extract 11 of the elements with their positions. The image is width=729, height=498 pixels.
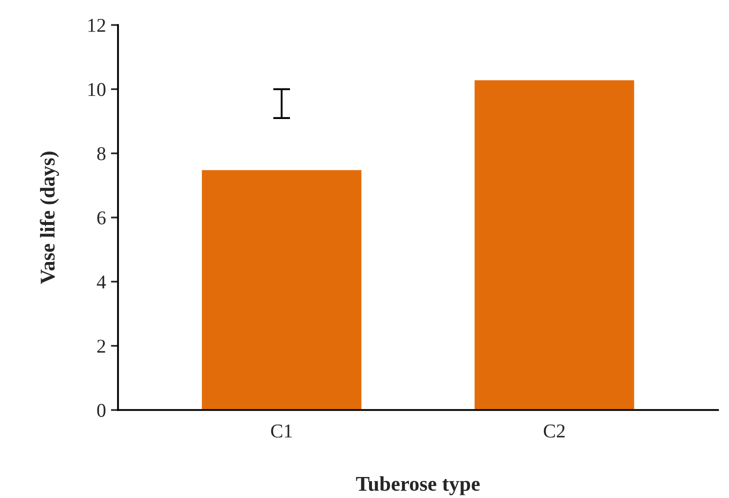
y-tick-label: 2: [97, 340, 106, 353]
x-tick-label: C2: [544, 424, 565, 438]
y-axis-title: Vase life (days): [40, 152, 59, 284]
y-tick-label: 12: [88, 18, 106, 32]
y-tick-label: 10: [88, 82, 106, 96]
y-tick-label: 4: [96, 276, 106, 288]
x-axis-title: Tuberose type: [356, 476, 480, 496]
x-tick-label: C1: [271, 424, 292, 438]
y-tick-label: 0: [97, 404, 106, 417]
y-tick-label: 8: [97, 147, 106, 160]
y-tick-label: 6: [97, 211, 106, 224]
